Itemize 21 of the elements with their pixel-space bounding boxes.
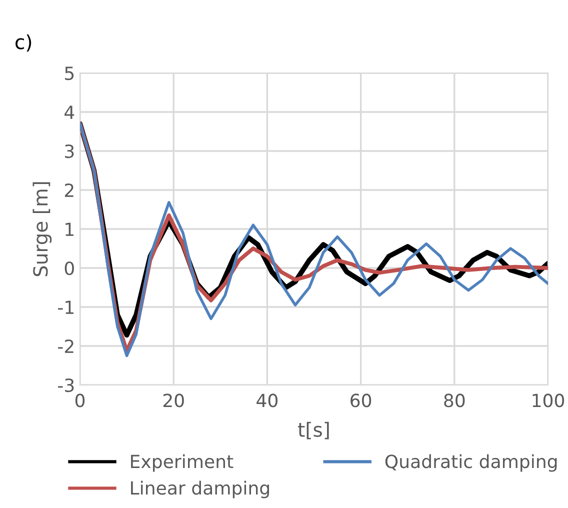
y-tick-label: 5: [65, 66, 74, 80]
y-axis-title: Surge [m]: [32, 182, 52, 276]
y-tick-label: 0: [64, 261, 74, 276]
x-tick-label: 80: [444, 394, 465, 408]
y-tick-label: 3: [65, 144, 74, 158]
legend-label: Linear damping: [131, 480, 269, 498]
y-tick-label: -1: [58, 300, 74, 314]
y-tick-label: 2: [64, 183, 74, 197]
x-tick-label: 40: [256, 394, 278, 408]
y-tick-label: -3: [58, 378, 74, 392]
y-tick-label: 4: [64, 106, 74, 119]
x-axis-title: t[s]: [298, 422, 329, 440]
y-tick-label: 1: [66, 222, 74, 236]
x-tick-label: 20: [163, 394, 184, 408]
x-tick-label: 60: [350, 394, 372, 408]
x-tick-label: 100: [532, 394, 564, 408]
legend-label: Experiment: [131, 454, 234, 472]
chart-title: c): [16, 34, 32, 52]
x-tick-label: 0: [75, 394, 85, 408]
y-tick-label: -2: [58, 339, 74, 353]
legend-label: Quadratic damping: [385, 454, 557, 472]
